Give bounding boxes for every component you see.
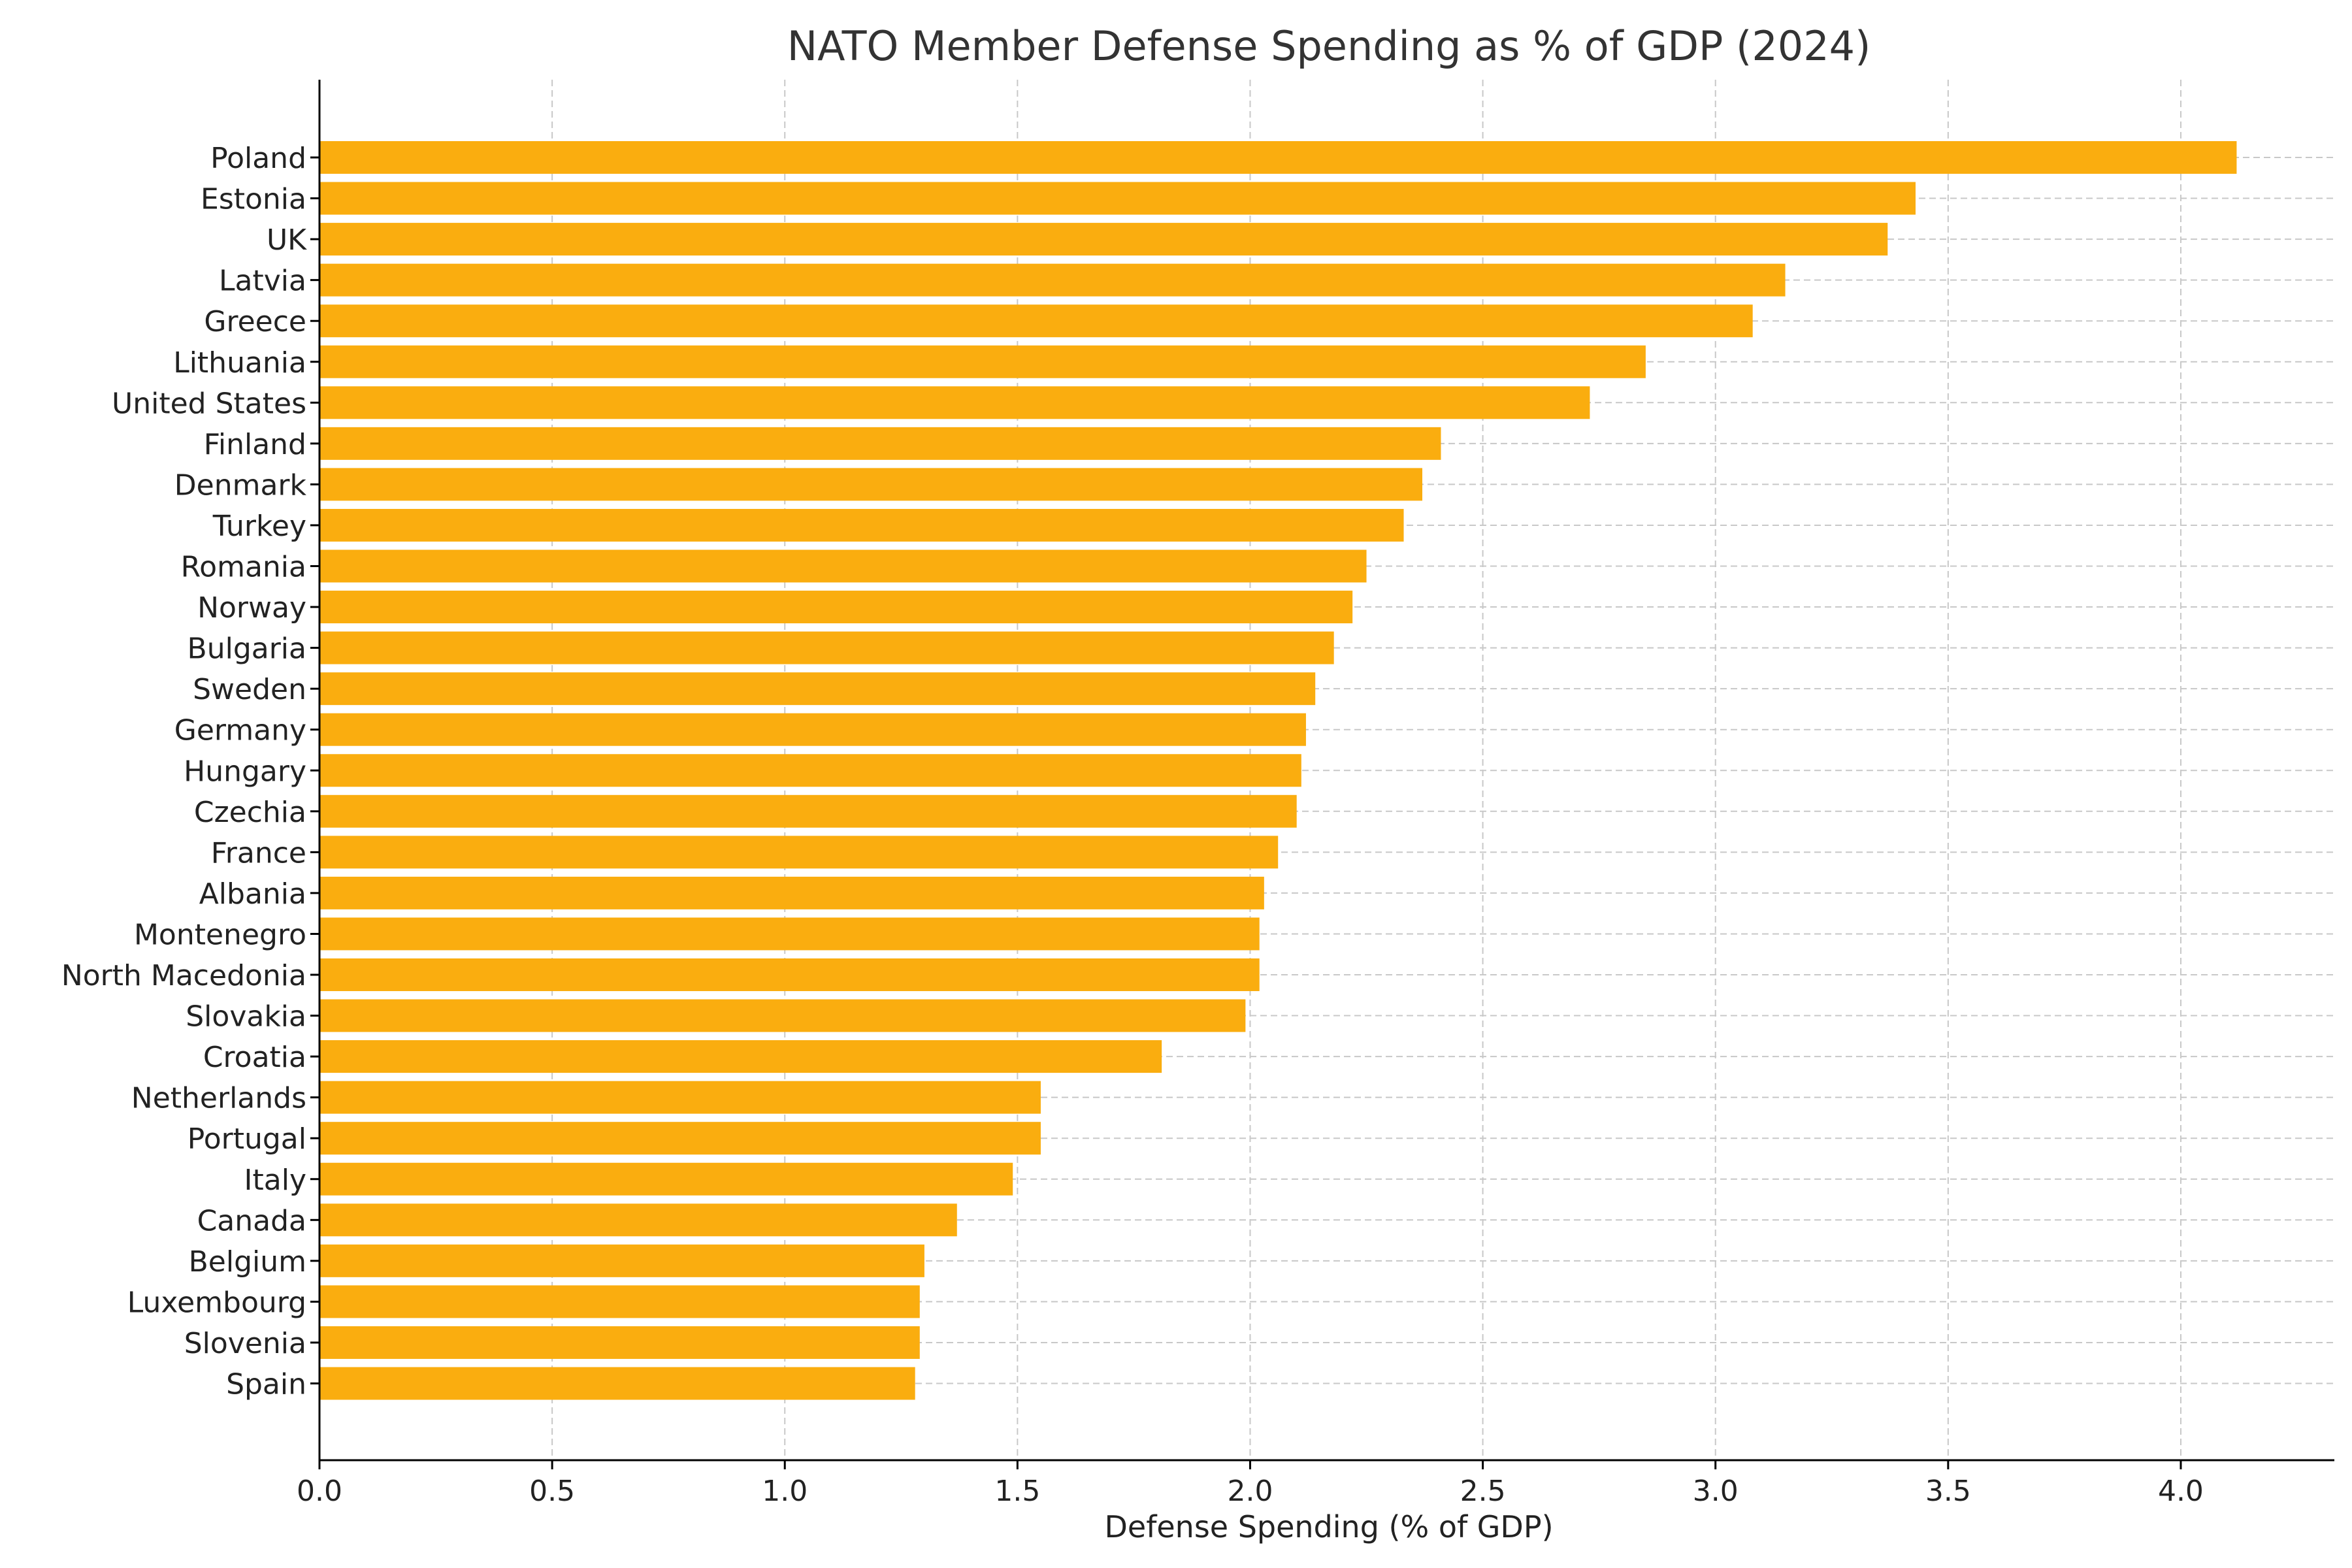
bar-slovakia <box>319 999 1246 1032</box>
x-tick-label: 1.0 <box>762 1475 808 1508</box>
bar-romania <box>319 549 1367 583</box>
x-tick-label: 4.0 <box>2158 1475 2204 1508</box>
bar-poland <box>319 141 2237 174</box>
bar-albania <box>319 876 1264 909</box>
bar-montenegro <box>319 917 1260 951</box>
y-tick-label: Latvia <box>219 265 306 298</box>
x-tick-label: 1.5 <box>994 1475 1040 1508</box>
y-tick-label: Montenegro <box>134 918 306 951</box>
bar-latvia <box>319 263 1786 297</box>
chart-title: NATO Member Defense Spending as % of GDP… <box>787 22 1871 70</box>
bar-canada <box>319 1203 957 1237</box>
y-tick-label: France <box>211 836 306 870</box>
y-tick-label: Estonia <box>201 183 306 216</box>
y-tick-label: UK <box>267 223 307 257</box>
x-tick-label: 3.5 <box>1925 1475 1971 1508</box>
y-tick-label: Netherlands <box>131 1082 306 1115</box>
y-tick-label: Hungary <box>184 755 306 788</box>
y-tick-label: Slovakia <box>186 1000 306 1034</box>
y-tick-label: North Macedonia <box>61 959 306 992</box>
y-tick-label: Sweden <box>193 673 306 706</box>
y-tick-label: Italy <box>244 1164 306 1197</box>
bar-uk <box>319 223 1888 256</box>
bar-norway <box>319 591 1353 624</box>
bar-turkey <box>319 508 1404 542</box>
bar-spain <box>319 1367 915 1400</box>
y-tick-label: Albania <box>199 877 306 911</box>
y-tick-label: Czechia <box>194 796 306 829</box>
bar-north-macedonia <box>319 958 1260 991</box>
y-tick-label: Belgium <box>189 1245 306 1279</box>
bar-sweden <box>319 672 1316 706</box>
y-tick-label: Greece <box>204 305 306 338</box>
y-tick-label: Canada <box>197 1204 306 1237</box>
y-tick-label: Bulgaria <box>188 632 306 666</box>
x-tick-label: 3.0 <box>1693 1475 1739 1508</box>
x-tick-label: 0.5 <box>529 1475 575 1508</box>
x-axis-label: Defense Spending (% of GDP) <box>1104 1509 1553 1544</box>
y-tick-label: Croatia <box>203 1041 306 1074</box>
y-tick-label: Spain <box>226 1368 306 1401</box>
bar-luxembourg <box>319 1285 920 1318</box>
y-tick-label: Denmark <box>174 468 307 502</box>
x-tick-label: 2.0 <box>1227 1475 1273 1508</box>
y-tick-label: Norway <box>197 591 306 625</box>
y-tick-label: Germany <box>174 714 306 747</box>
bar-france <box>319 836 1279 869</box>
bar-estonia <box>319 182 1916 215</box>
bar-germany <box>319 713 1306 746</box>
y-tick-label: United States <box>112 387 306 420</box>
bar-finland <box>319 427 1441 460</box>
bar-bulgaria <box>319 631 1334 664</box>
y-tick-label: Poland <box>210 142 306 175</box>
y-tick-label: Romania <box>181 551 306 584</box>
bar-hungary <box>319 754 1301 787</box>
x-tick-label: 2.5 <box>1460 1475 1506 1508</box>
bar-italy <box>319 1162 1013 1196</box>
y-tick-label: Slovenia <box>184 1327 306 1360</box>
y-tick-label: Lithuania <box>173 346 306 380</box>
x-tick-labels: 0.0 0.5 1.0 1.5 2.0 2.5 3.0 3.5 4.0 <box>297 1475 2204 1508</box>
bar-croatia <box>319 1040 1162 1073</box>
bar-united-states <box>319 386 1590 419</box>
bar-netherlands <box>319 1081 1041 1114</box>
axes <box>310 80 2334 1469</box>
y-tick-labels: Poland Estonia UK Latvia Greece Lithuania Unit… <box>61 142 307 1401</box>
bars <box>319 141 2237 1400</box>
bar-greece <box>319 304 1753 338</box>
x-tick-label: 0.0 <box>297 1475 342 1508</box>
bar-czechia <box>319 794 1297 828</box>
bar-denmark <box>319 468 1423 501</box>
bar-portugal <box>319 1122 1041 1155</box>
y-tick-label: Turkey <box>212 510 306 543</box>
bar-slovenia <box>319 1326 920 1359</box>
bar-belgium <box>319 1244 924 1277</box>
y-tick-label: Finland <box>204 428 306 461</box>
bar-lithuania <box>319 345 1646 378</box>
y-tick-label: Luxembourg <box>127 1286 306 1319</box>
y-tick-label: Portugal <box>188 1122 306 1156</box>
